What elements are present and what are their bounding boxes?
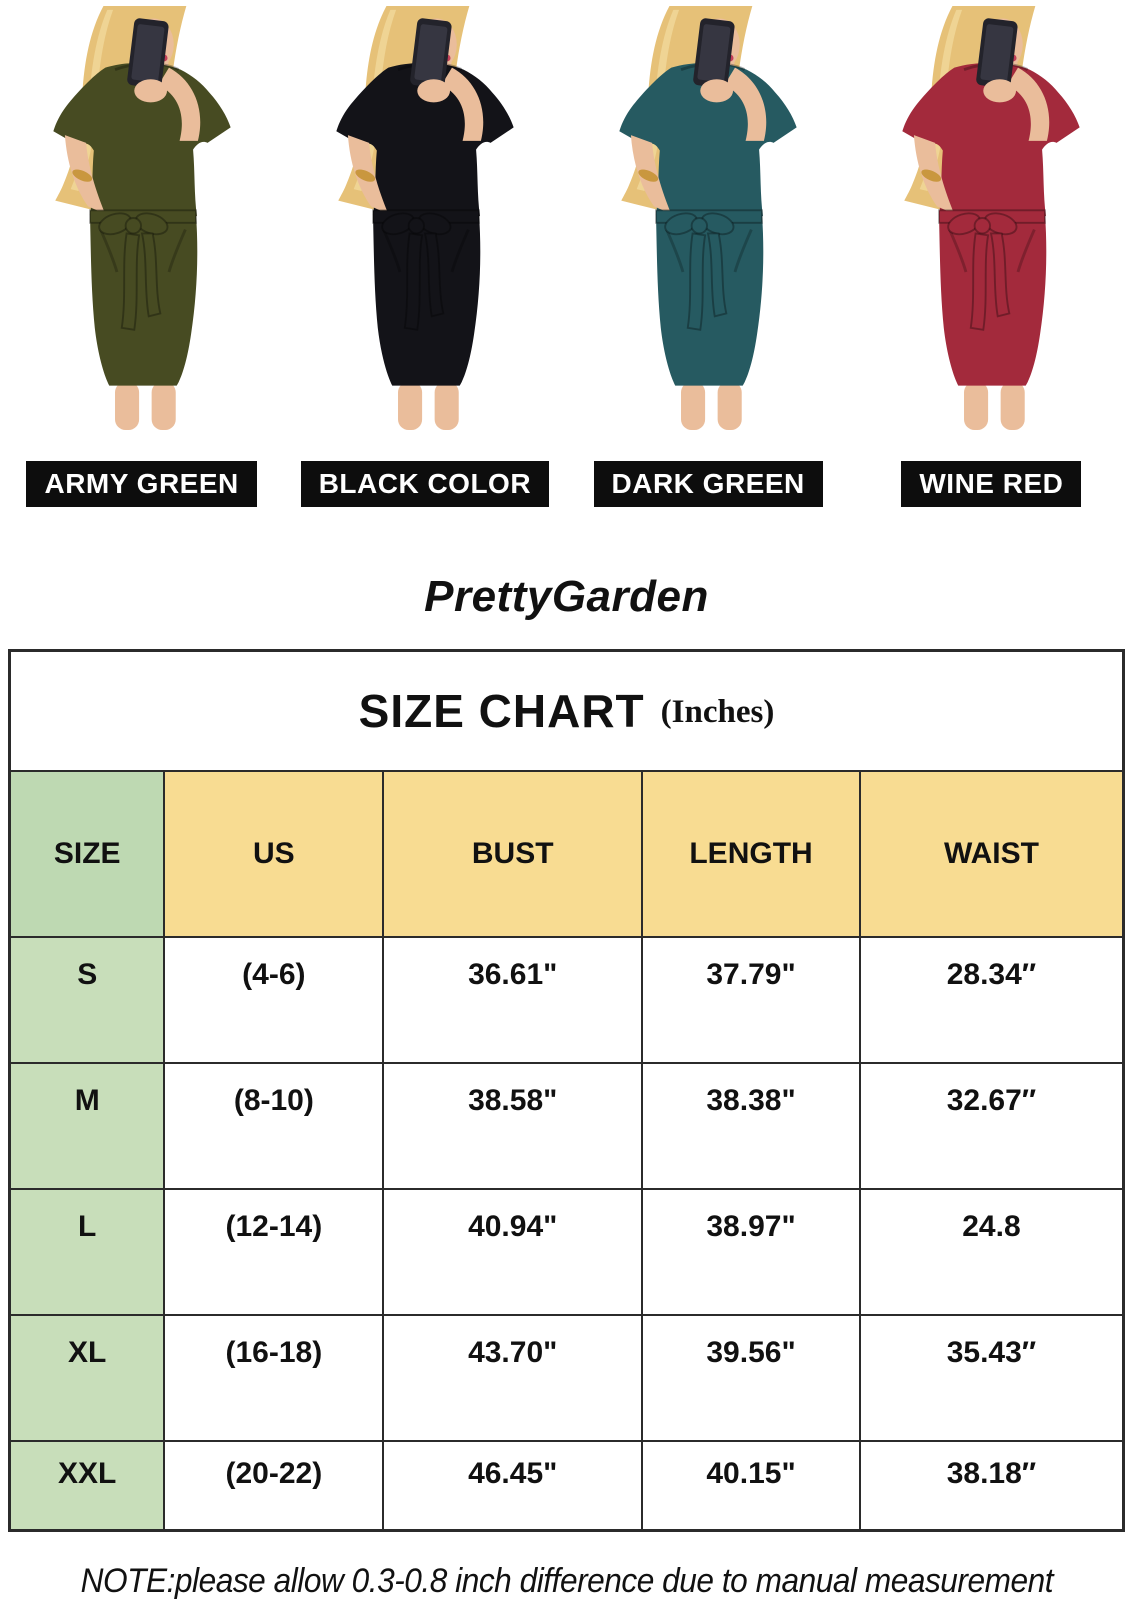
brand-name: PrettyGarden [424,572,709,621]
measurement-note-text: NOTE:please allow 0.3-0.8 inch differenc… [80,1561,1053,1600]
bust-cell: 43.70" [384,1315,644,1442]
dress-illustration [7,6,277,430]
waist-cell: 38.18″ [860,1441,1122,1529]
waist-cell: 35.43″ [860,1315,1122,1442]
size-cell: M [11,1063,166,1190]
length-cell: 37.79" [643,937,861,1064]
color-label-black: BLACK COLOR [300,461,550,507]
dress-illustration [856,6,1126,430]
size-chart-unit-label: (Inches) [660,694,775,731]
product-photo-row [0,0,1133,448]
column-header-size: SIZE [11,771,166,938]
product-photo-black [283,0,566,448]
size-cell: XL [11,1315,166,1442]
size-chart-title-text: SIZE CHART [358,684,645,737]
waist-cell: 24.8 [860,1189,1122,1316]
bust-cell: 40.94" [384,1189,644,1316]
color-label-wine-red: WINE RED [901,461,1082,507]
product-photo-wine-red [850,0,1133,448]
product-photo-army-green [0,0,283,448]
column-header-waist: WAIST [860,771,1122,938]
column-header-us: US [165,771,385,938]
product-photo-dark-green [567,0,850,448]
length-cell: 40.15" [643,1441,861,1529]
bust-cell: 38.58" [384,1063,644,1190]
us-cell: (16-18) [165,1315,385,1442]
column-header-length: LENGTH [643,771,861,938]
length-cell: 38.97" [643,1189,861,1316]
waist-cell: 32.67″ [860,1063,1122,1190]
size-cell: S [11,937,166,1064]
us-cell: (4-6) [165,937,385,1064]
color-label-dark-green: DARK GREEN [593,461,823,507]
us-cell: (12-14) [165,1189,385,1316]
bust-cell: 46.45" [384,1441,644,1529]
size-cell: L [11,1189,166,1316]
color-label-army-green: ARMY GREEN [26,461,257,507]
size-chart-title: SIZE CHART (Inches) [11,652,1122,772]
size-cell: XXL [11,1441,166,1529]
dress-illustration [290,6,560,430]
bust-cell: 36.61" [384,937,644,1064]
waist-cell: 28.34″ [860,937,1122,1064]
dress-illustration [573,6,843,430]
size-chart-table: SIZE CHART (Inches) SIZE US BUST LENGTH … [8,648,1125,1532]
measurement-note: NOTE:please allow 0.3-0.8 inch differenc… [0,1562,1133,1601]
us-cell: (8-10) [165,1063,385,1190]
column-header-bust: BUST [384,771,644,938]
length-cell: 39.56" [643,1315,861,1442]
us-cell: (20-22) [165,1441,385,1529]
color-label-row: ARMY GREEN BLACK COLOR DARK GREEN WINE R… [0,458,1133,510]
length-cell: 38.38" [643,1063,861,1190]
